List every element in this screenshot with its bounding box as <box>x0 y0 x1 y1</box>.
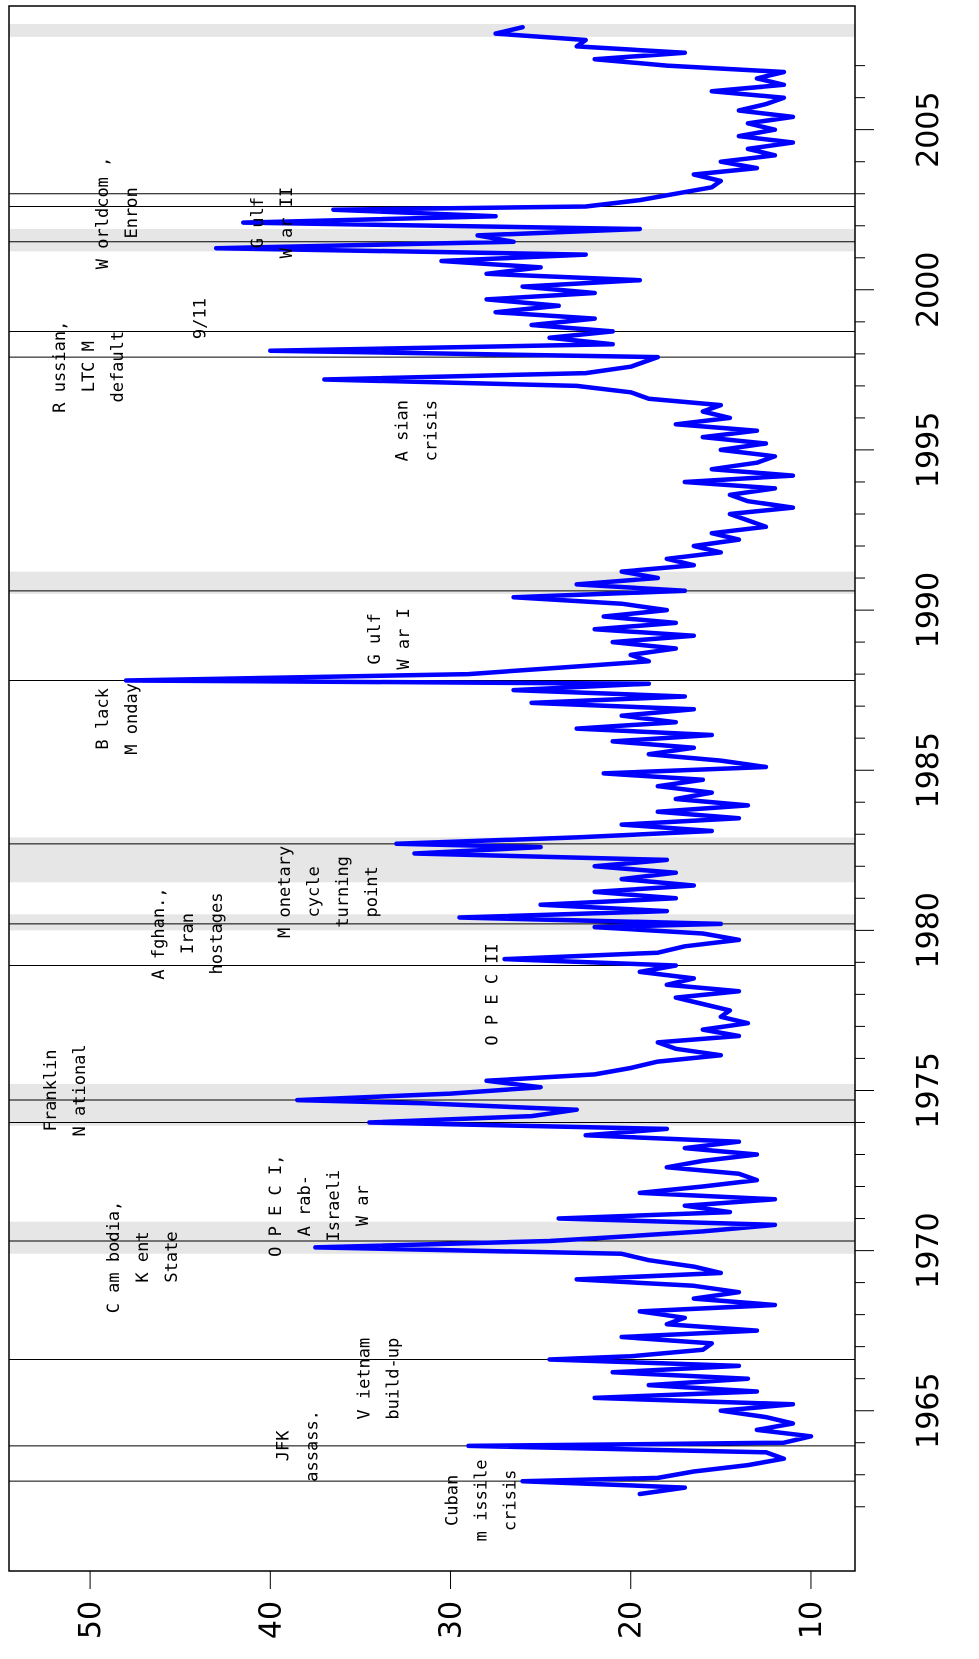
event-annotation: V ietnam build-up <box>354 1338 403 1420</box>
event-annotation: G ulf W ar I <box>365 608 414 669</box>
event-annotation-line: point <box>362 866 382 917</box>
event-annotation-line: G ulf <box>248 197 268 248</box>
event-annotation: JFK assass. <box>273 1410 322 1482</box>
event-annotation: W orldcom , Enron <box>93 157 142 270</box>
event-annotation-line: crisis <box>421 400 441 461</box>
event-annotation-line: A fghan., <box>149 887 169 979</box>
event-annotation-line: crisis <box>501 1470 521 1531</box>
event-annotation-line: turning <box>333 856 353 928</box>
event-annotation-line: O P E C II <box>482 943 502 1045</box>
event-annotation-line: W orldcom , <box>93 157 113 270</box>
event-annotation-line: State <box>162 1231 182 1282</box>
event-annotation-line: K ent <box>133 1231 153 1282</box>
event-annotation-line: Iran <box>178 913 198 954</box>
event-annotation-line: C am bodia, <box>104 1201 124 1314</box>
event-annotation-line: O P E C I, <box>266 1155 286 1257</box>
data-series <box>123 24 814 1497</box>
event-annotation-line: W ar I <box>394 608 414 669</box>
event-annotation-line: build-up <box>383 1338 403 1420</box>
shaded-period <box>9 228 855 252</box>
event-annotation-line: m issile <box>472 1459 492 1541</box>
event-annotation: C am bodia, K ent State <box>104 1201 182 1314</box>
event-annotation: G ulf W ar II <box>248 187 297 259</box>
y-tick-label: 20 <box>614 1601 649 1639</box>
event-annotation-line: B lack <box>93 688 113 749</box>
x-tick-label: 1975 <box>911 1052 946 1128</box>
y-tick-label: 50 <box>73 1601 108 1639</box>
event-annotation: B lack M onday <box>93 683 142 755</box>
shaded-period <box>9 914 855 931</box>
y-tick-label: 30 <box>434 1601 469 1639</box>
event-annotation-line: 9/11 <box>190 298 210 339</box>
y-tick-label: 10 <box>794 1601 829 1639</box>
x-tick-label: 2000 <box>911 252 946 328</box>
y-axis: 10 20 30 40 50 <box>73 1570 829 1639</box>
event-annotation-line: M onetary <box>275 846 295 938</box>
event-annotation: 9/11 <box>190 298 210 339</box>
event-annotation-line: M onday <box>122 683 142 755</box>
event-annotation-line: assass. <box>302 1410 322 1482</box>
event-annotation: R ussian, LTC M default <box>50 321 128 413</box>
event-annotation: M onetary cycle turning point <box>275 846 382 938</box>
event-annotation: O P E C II <box>482 943 502 1045</box>
y-tick-label: 40 <box>253 1601 288 1639</box>
event-annotation: O P E C I, A rab- Israeli W ar <box>266 1155 373 1257</box>
event-annotations: Cuban m issile crisis JFK assass. V ietnam bui… <box>41 157 521 1542</box>
vix-series-line <box>123 24 814 1497</box>
event-annotation: Cuban m issile crisis <box>443 1459 521 1541</box>
event-annotation-line: hostages <box>207 893 227 975</box>
event-annotation: A sian crisis <box>392 400 441 461</box>
event-annotation-line: W ar II <box>277 187 297 259</box>
event-annotation-line: A sian <box>392 400 412 461</box>
event-annotation-line: N ational <box>70 1044 90 1136</box>
event-annotation-line: cycle <box>304 866 324 917</box>
x-tick-label: 1995 <box>911 412 946 488</box>
x-tick-label: 1970 <box>911 1212 946 1288</box>
x-axis: 1965 1970 1975 1980 1985 1990 1995 2000 2005 <box>854 65 946 1508</box>
event-annotation-line: R ussian, <box>50 321 70 413</box>
event-annotation-line: LTC M <box>79 341 99 392</box>
event-annotation-line: Franklin <box>41 1049 61 1131</box>
event-annotation-line: default <box>108 331 128 403</box>
shaded-period <box>9 24 855 37</box>
x-tick-label: 1965 <box>911 1373 946 1449</box>
event-annotation-line: JFK <box>273 1430 293 1461</box>
event-annotation-line: Israeli <box>324 1170 344 1242</box>
x-tick-label: 1980 <box>911 892 946 968</box>
event-annotation-line: V ietnam <box>354 1338 374 1420</box>
event-annotation-line: Enron <box>122 187 142 238</box>
x-tick-label: 1990 <box>911 572 946 648</box>
event-annotation-line: G ulf <box>365 613 385 664</box>
event-annotation-line: A rab- <box>295 1175 315 1236</box>
event-annotation: A fghan., Iran hostages <box>149 887 227 979</box>
x-tick-label: 1985 <box>911 732 946 808</box>
event-annotation-line: Cuban <box>443 1475 463 1526</box>
event-annotation: Franklin N ational <box>41 1044 90 1136</box>
x-tick-label: 2005 <box>911 92 946 168</box>
event-annotation-line: W ar <box>353 1185 373 1226</box>
